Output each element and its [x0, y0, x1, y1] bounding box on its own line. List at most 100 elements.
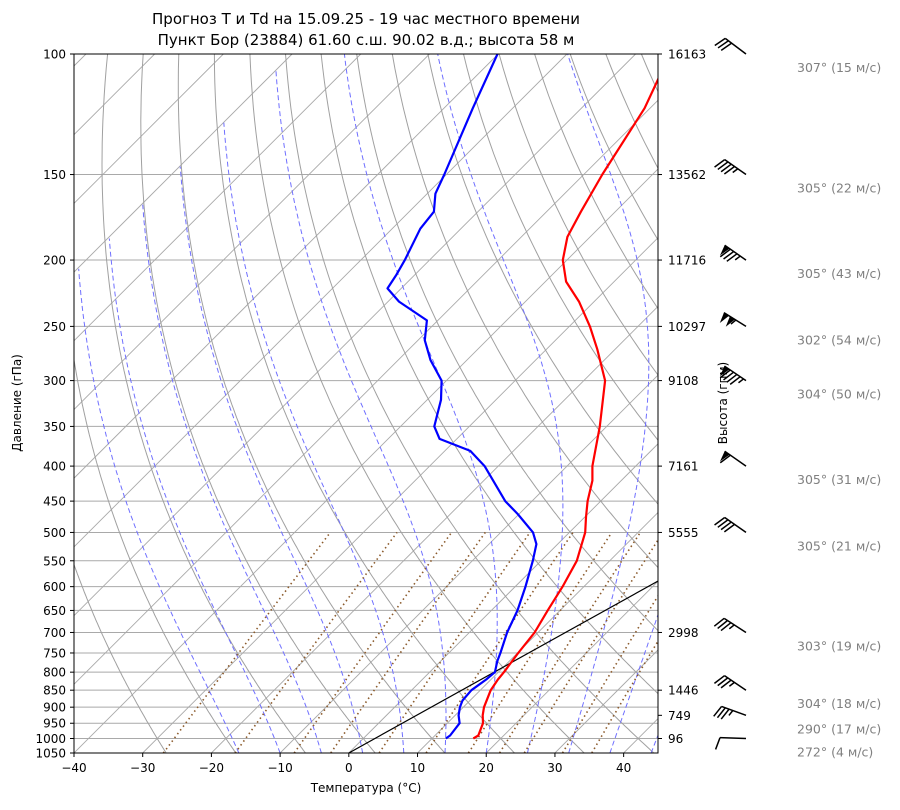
- wind-barbs-panel: 307° (15 м/с)305° (22 м/с)305° (43 м/с)3…: [714, 36, 882, 760]
- y-tick-label: 150: [43, 168, 66, 182]
- height-tick-label: 16163: [668, 48, 706, 62]
- y-tick-label: 250: [43, 320, 66, 334]
- chart-title-line1: Прогноз T и Td на 15.09.25 - 19 час мест…: [152, 10, 580, 28]
- wind-label: 302° (54 м/с): [797, 332, 881, 347]
- y-tick-label: 500: [43, 526, 66, 540]
- x-tick-label: 10: [410, 761, 425, 775]
- wind-label: 305° (21 м/с): [797, 538, 881, 553]
- dry-adiabat-line: [392, 54, 863, 753]
- wind-label: 305° (43 м/с): [797, 266, 881, 281]
- wind-barb-full: [721, 708, 729, 721]
- chart-title-line2: Пункт Бор (23884) 61.60 с.ш. 90.02 в.д.;…: [158, 31, 575, 49]
- y-tick-label: 1000: [35, 732, 66, 746]
- y-tick-label: 550: [43, 554, 66, 568]
- height-tick-label: 749: [668, 709, 691, 723]
- y-tick-label: 800: [43, 666, 66, 680]
- y-tick-label: 650: [43, 604, 66, 618]
- x-tick-label: 20: [479, 761, 494, 775]
- x-tick-label: −20: [199, 761, 224, 775]
- mixing-ratio-line: [294, 532, 451, 753]
- wind-barb: [718, 313, 746, 336]
- x-tick-label: 30: [547, 761, 562, 775]
- wind-barb: [718, 451, 746, 476]
- mixing-ratio-line: [379, 532, 530, 753]
- axes: −40 −30 −20 −10 0 10 20 30 40 100 150 200 250 300 350 4…: [35, 48, 706, 776]
- height-tick-label: 2998: [668, 626, 699, 640]
- y-tick-label: 1050: [35, 747, 66, 761]
- y-tick-label: 850: [43, 684, 66, 698]
- isotherm-line: [0, 54, 567, 753]
- wind-barb: [715, 157, 746, 184]
- wind-barb: [716, 737, 746, 750]
- x-tick-label: −30: [130, 761, 155, 775]
- height-tick-label: 13562: [668, 168, 706, 182]
- x-tick-label: −10: [267, 761, 292, 775]
- isotherm-line: [0, 54, 223, 753]
- x-tick-label: −40: [61, 761, 86, 775]
- wind-barb: [718, 245, 746, 270]
- temperature-profile-line: [473, 54, 670, 739]
- isotherm-line: [143, 54, 842, 753]
- y-tick-label: 450: [43, 495, 66, 509]
- dry-adiabat-line: [286, 54, 654, 753]
- y-tick-label: 700: [43, 626, 66, 640]
- y-tick-label: 950: [43, 717, 66, 731]
- moist-adiabat-line: [180, 167, 362, 754]
- wind-barb-half: [729, 681, 734, 687]
- wind-barb-half: [729, 624, 734, 630]
- height-tick-label: 10297: [668, 320, 706, 334]
- wind-barb-half: [729, 710, 733, 716]
- wind-barb-half: [735, 255, 740, 261]
- height-tick-label: 9108: [668, 374, 699, 388]
- wind-barb-half: [738, 378, 743, 384]
- moist-adiabat-line: [109, 239, 280, 754]
- dewpoint-profile-line: [388, 54, 537, 739]
- height-tick-label: 96: [668, 732, 683, 746]
- y-tick-label: 750: [43, 646, 66, 660]
- dry-adiabat-line: [20, 54, 166, 753]
- wind-barb-full: [714, 705, 722, 718]
- wind-label: 272° (4 м/с): [797, 745, 873, 760]
- height-tick-label: 1446: [668, 684, 699, 698]
- wind-label: 290° (17 м/с): [797, 721, 881, 736]
- y-tick-label: 100: [43, 48, 66, 62]
- wind-barb-full: [716, 737, 720, 749]
- wind-label: 305° (31 м/с): [797, 472, 881, 487]
- plot-frame: [74, 54, 658, 753]
- wind-barb: [715, 36, 746, 64]
- height-axis-label: Высота (гпм): [716, 362, 730, 444]
- wind-barb-full: [717, 706, 725, 719]
- wind-barb: [715, 515, 746, 542]
- y-tick-label: 200: [43, 254, 66, 268]
- plot-area: [0, 54, 900, 753]
- wind-label: 304° (18 м/с): [797, 696, 881, 711]
- moist-adiabat-line: [610, 54, 764, 753]
- y-tick-label: 300: [43, 374, 66, 388]
- wind-label: 305° (22 м/с): [797, 181, 881, 196]
- y-tick-label: 600: [43, 580, 66, 594]
- height-tick-label: 11716: [668, 254, 706, 268]
- wind-barb-staff: [725, 451, 746, 466]
- mixing-ratio-line: [235, 532, 397, 753]
- y-tick-label: 350: [43, 420, 66, 434]
- wind-barb-staff: [720, 738, 746, 739]
- y-tick-label: 900: [43, 701, 66, 715]
- mixing-ratio-line: [163, 532, 330, 753]
- height-tick-label: 7161: [668, 460, 699, 474]
- wind-label: 303° (19 м/с): [797, 639, 881, 654]
- wind-barb: [714, 705, 746, 727]
- wind-barb: [714, 616, 746, 642]
- height-tick-label: 5555: [668, 526, 699, 540]
- dry-adiabat-line: [141, 54, 375, 753]
- isotherm-line: [0, 54, 636, 753]
- dry-adiabat-line: [102, 54, 306, 753]
- moist-adiabat-line: [224, 123, 404, 753]
- wind-barb-half: [733, 168, 738, 174]
- wind-barb: [714, 673, 746, 700]
- x-tick-label: 0: [345, 761, 353, 775]
- moist-adiabat-line: [143, 205, 322, 753]
- moist-adiabat-line: [344, 54, 497, 753]
- x-tick-label: 40: [616, 761, 631, 775]
